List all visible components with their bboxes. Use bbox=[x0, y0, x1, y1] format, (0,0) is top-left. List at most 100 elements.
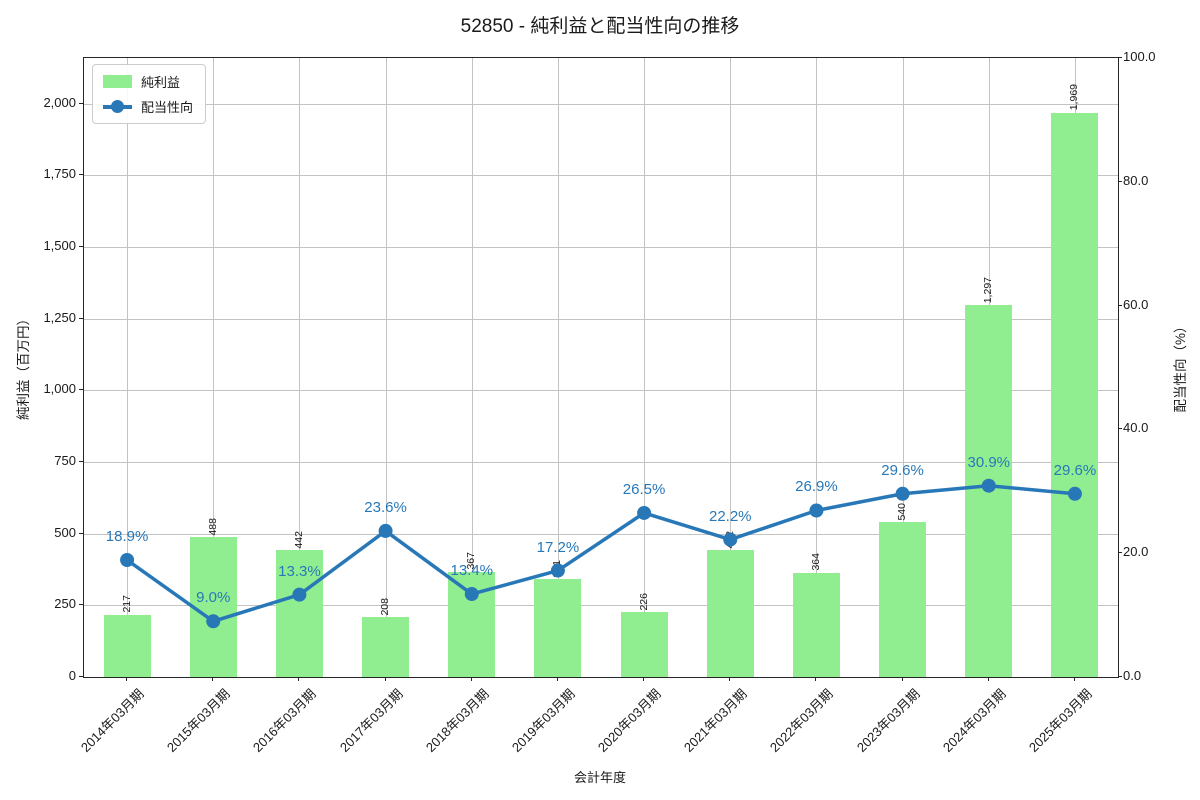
left-axis-tick-label: 1,500 bbox=[43, 238, 76, 254]
right-tick bbox=[1118, 552, 1122, 554]
bar-value-label: 442 bbox=[292, 530, 305, 549]
gridline-horizontal bbox=[84, 533, 1118, 535]
payout-value-label: 18.9% bbox=[105, 528, 149, 545]
right-tick bbox=[1118, 180, 1122, 182]
gridline-vertical bbox=[730, 58, 732, 677]
payout-value-label: 26.9% bbox=[795, 478, 838, 496]
bar-2021年03月期 bbox=[706, 550, 754, 677]
bar-value-label: 208 bbox=[379, 597, 392, 616]
bar-2014年03月期 bbox=[103, 614, 151, 677]
gridline-vertical bbox=[471, 58, 473, 677]
left-tick bbox=[79, 532, 83, 534]
chart-title: 52850 - 純利益と配当性向の推移 bbox=[460, 16, 740, 37]
left-axis-title: 純利益（百万円） bbox=[16, 312, 31, 420]
x-tick bbox=[987, 677, 989, 681]
right-axis-tick-label: 100.0 bbox=[1123, 49, 1156, 64]
right-tick bbox=[1118, 428, 1122, 430]
left-tick bbox=[79, 317, 83, 319]
x-tick bbox=[815, 677, 817, 681]
payout-value-label: 13.4% bbox=[450, 562, 494, 580]
x-tick bbox=[729, 677, 731, 681]
payout-value-label: 22.2% bbox=[708, 507, 752, 525]
right-axis-tick-label: 60.0 bbox=[1123, 296, 1149, 312]
x-tick bbox=[384, 677, 386, 681]
right-axis-tick-label: 20.0 bbox=[1123, 544, 1149, 560]
gridline-horizontal bbox=[84, 605, 1118, 607]
x-tick bbox=[1073, 677, 1075, 681]
x-tick bbox=[901, 677, 903, 681]
right-tick bbox=[1118, 304, 1122, 306]
payout-value-label: 9.0% bbox=[196, 589, 231, 607]
bar-2018年03月期 bbox=[448, 571, 496, 677]
gridline-vertical bbox=[816, 58, 818, 677]
x-axis-title: 会計年度 bbox=[573, 770, 626, 785]
left-axis-tick-label: 1,750 bbox=[43, 166, 76, 182]
gridline-vertical bbox=[557, 58, 559, 677]
x-tick bbox=[212, 677, 214, 681]
right-axis-tick-label: 40.0 bbox=[1123, 420, 1149, 436]
left-tick bbox=[79, 102, 83, 104]
left-tick bbox=[79, 174, 83, 176]
bar-2017年03月期 bbox=[362, 617, 410, 677]
bar-value-label: 488 bbox=[206, 517, 219, 536]
gridline-horizontal bbox=[84, 103, 1118, 105]
bar-value-label: 226 bbox=[637, 592, 650, 611]
bar-value-label: 364 bbox=[809, 553, 822, 571]
payout-value-label: 29.6% bbox=[881, 461, 924, 479]
left-axis-tick-label: 1,250 bbox=[43, 309, 76, 325]
left-tick bbox=[79, 604, 83, 606]
gridline-horizontal bbox=[84, 318, 1118, 320]
bar-2019年03月期 bbox=[534, 579, 582, 677]
x-tick bbox=[126, 677, 128, 681]
left-tick bbox=[79, 389, 83, 391]
legend: 純利益 配当性向 bbox=[92, 64, 207, 124]
x-tick bbox=[556, 677, 558, 681]
bar-value-label: 1,297 bbox=[982, 277, 995, 304]
left-tick bbox=[79, 676, 83, 677]
left-axis-tick-label: 500 bbox=[54, 524, 76, 540]
gridline-horizontal bbox=[84, 462, 1118, 464]
legend-item-payout-ratio: 配当性向 bbox=[103, 97, 193, 116]
gridline-vertical bbox=[213, 58, 215, 677]
bar-value-label: 217 bbox=[120, 595, 133, 613]
gridline-vertical bbox=[902, 58, 904, 677]
payout-ratio-line bbox=[120, 478, 1082, 629]
bar-2022年03月期 bbox=[792, 572, 840, 677]
left-tick bbox=[79, 461, 83, 463]
bar-value-label: 341 bbox=[551, 559, 564, 578]
legend-label-payout-ratio: 配当性向 bbox=[141, 100, 194, 115]
right-axis-tick-label: 0.0 bbox=[1123, 668, 1142, 683]
left-axis-tick-label: 0 bbox=[68, 668, 76, 683]
bar-value-label: 540 bbox=[896, 502, 909, 521]
left-axis-tick-label: 250 bbox=[54, 596, 76, 612]
bar-2024年03月期 bbox=[965, 305, 1013, 677]
right-tick bbox=[1118, 57, 1122, 58]
gridline-vertical bbox=[299, 58, 301, 677]
gridline-vertical bbox=[385, 58, 387, 677]
payout-value-label: 26.5% bbox=[622, 480, 666, 498]
gridline-vertical bbox=[127, 58, 129, 677]
left-axis-tick-label: 1,000 bbox=[43, 381, 76, 397]
payout-ratio-swatch-icon bbox=[103, 100, 132, 113]
right-axis-title: 配当性向（%） bbox=[1173, 319, 1188, 413]
plot-area: 217 488 442 208 367 341 226 442 364 540 1,297 1,969… bbox=[83, 57, 1119, 678]
gridline-horizontal bbox=[84, 390, 1118, 392]
x-tick bbox=[643, 677, 645, 681]
gridline-horizontal bbox=[84, 175, 1118, 177]
bar-2020年03月期 bbox=[620, 612, 668, 677]
payout-value-label: 17.2% bbox=[536, 538, 580, 556]
bar-2025年03月期 bbox=[1051, 112, 1099, 677]
payout-value-label: 29.6% bbox=[1053, 461, 1097, 479]
left-axis-tick-label: 2,000 bbox=[43, 94, 76, 110]
right-tick bbox=[1118, 676, 1122, 677]
payout-value-label: 13.3% bbox=[278, 562, 321, 580]
net-income-swatch-icon bbox=[103, 75, 132, 88]
gridline-horizontal bbox=[84, 247, 1118, 249]
bar-2023年03月期 bbox=[879, 522, 927, 677]
legend-label-net-income: 純利益 bbox=[141, 75, 181, 90]
gridline-vertical bbox=[644, 58, 646, 677]
right-axis-tick-label: 80.0 bbox=[1123, 172, 1149, 188]
payout-value-label: 30.9% bbox=[967, 453, 1011, 471]
x-tick bbox=[470, 677, 472, 681]
